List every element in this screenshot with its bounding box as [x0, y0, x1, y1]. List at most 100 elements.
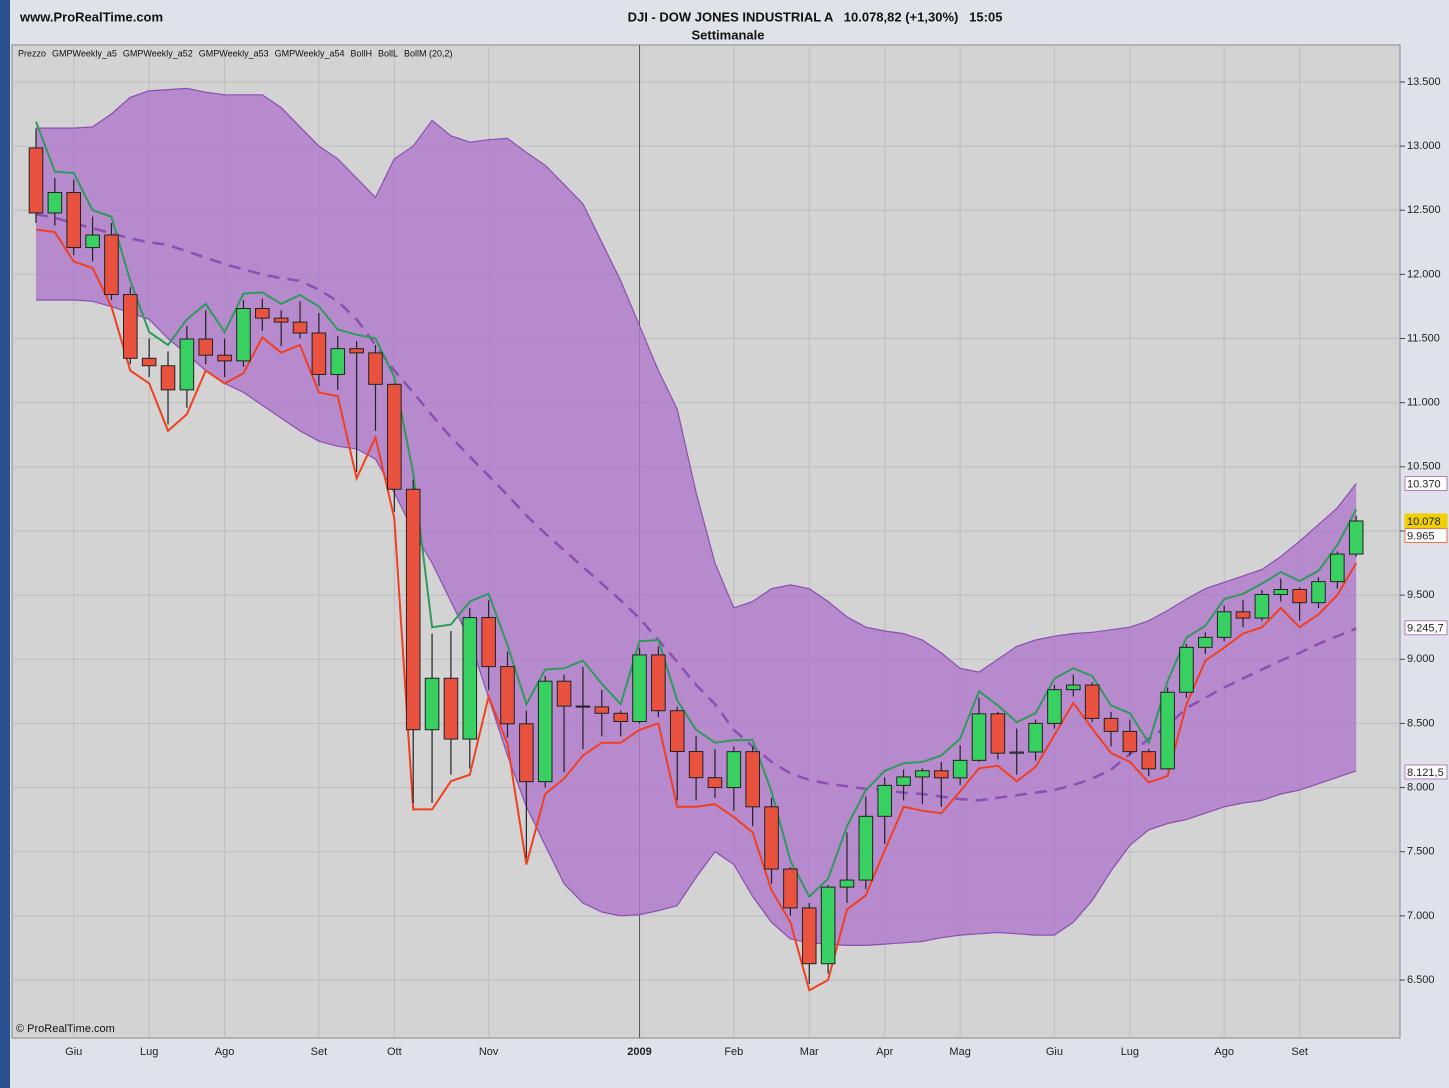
candle-body: [104, 234, 119, 296]
band-middle: [35, 212, 1357, 802]
y-tick-label: 8.000: [1407, 781, 1435, 793]
candle-body: [820, 886, 836, 965]
candle-body: [47, 192, 63, 214]
candle-body: [801, 907, 817, 965]
price-tag-label: 8.121,5: [1407, 767, 1444, 779]
price-tag-label: 9.965: [1407, 530, 1435, 542]
x-tick-label: 2009: [627, 1046, 651, 1058]
x-tick-label: Apr: [876, 1046, 893, 1058]
y-tick-label: 13.000: [1407, 140, 1441, 152]
x-tick-label: Set: [311, 1046, 328, 1058]
y-tick-label: 12.000: [1407, 268, 1441, 280]
price-tag: [1404, 527, 1448, 543]
candle-body: [707, 777, 723, 789]
legend-entry: GMPWeekly_a52: [123, 48, 193, 58]
candle-body: [1160, 691, 1175, 770]
price-tag-label: 10.370: [1407, 478, 1441, 490]
candle-body: [651, 654, 666, 712]
candle-body: [726, 751, 742, 789]
x-tick-label: Lug: [1121, 1046, 1139, 1058]
candle-body: [933, 770, 949, 779]
x-tick-label: Ott: [387, 1046, 402, 1058]
candle-body: [915, 770, 930, 778]
x-tick-label: Ago: [215, 1046, 235, 1058]
candle-body: [575, 705, 591, 708]
candle-body: [896, 776, 911, 786]
candle-body: [952, 759, 968, 779]
candle-body: [1066, 684, 1081, 691]
price-tag: [1404, 476, 1448, 492]
y-tick-label: 12.500: [1407, 204, 1441, 216]
x-tick-label: Mag: [949, 1046, 970, 1058]
x-tick-label: Set: [1291, 1046, 1308, 1058]
candle-body: [1103, 717, 1119, 732]
price-tag: [1404, 620, 1448, 636]
legend-entry: GMPWeekly_a5: [52, 48, 117, 58]
legend-entry: GMPWeekly_a53: [199, 48, 269, 58]
y-tick-label: 8.500: [1407, 717, 1435, 729]
y-tick-label: 13.500: [1407, 76, 1441, 88]
candle-body: [160, 365, 176, 391]
candle-body: [255, 308, 270, 319]
price-tag: [1404, 764, 1448, 780]
y-tick-label: 9.000: [1407, 653, 1435, 665]
candle-body: [387, 383, 402, 490]
candle-body: [1292, 588, 1307, 604]
candle-body: [330, 348, 346, 375]
x-tick-label: Feb: [724, 1046, 743, 1058]
y-tick-label: 9.500: [1407, 589, 1435, 601]
candle-body: [1122, 730, 1138, 753]
candle-body: [537, 680, 553, 783]
candle-body: [1348, 520, 1364, 555]
candle-body: [877, 784, 892, 817]
candle-body: [990, 713, 1006, 754]
candle-body: [217, 354, 232, 362]
candle-body: [1047, 689, 1062, 724]
candle-body: [1273, 588, 1289, 595]
candle-body: [66, 192, 82, 249]
x-tick-label: Mar: [800, 1046, 819, 1058]
candle-body: [594, 706, 610, 714]
legend-entry: BollL: [378, 48, 398, 58]
candle-body: [1254, 593, 1270, 619]
legend-entry: Prezzo: [18, 48, 46, 58]
band-lower: [36, 299, 1357, 946]
candle-body: [632, 654, 647, 722]
candle-body: [141, 357, 157, 367]
legend-entry: BollM (20,2): [404, 48, 453, 58]
candle-body: [839, 879, 855, 888]
candle-body: [1028, 722, 1043, 753]
candle-body: [443, 677, 459, 740]
candle-body: [481, 617, 496, 668]
candle-body: [783, 868, 798, 909]
y-tick-label: 6.500: [1407, 974, 1435, 986]
candle-body: [500, 666, 515, 725]
y-tick-label: 10.500: [1407, 461, 1441, 473]
chart-subtitle: Settimanale: [692, 27, 765, 42]
band-fill: [36, 88, 1357, 946]
candle-body: [311, 332, 327, 375]
candle-body: [368, 352, 383, 385]
candle-body: [971, 713, 987, 761]
candle-body: [745, 751, 760, 808]
price-tag-label: 10.078: [1407, 516, 1441, 528]
x-tick-label: Nov: [479, 1046, 499, 1058]
candle-body: [1179, 646, 1194, 693]
candle-body: [1330, 553, 1345, 583]
candle-body: [349, 348, 364, 354]
watermark: © ProRealTime.com: [16, 1023, 115, 1035]
candle-body: [424, 677, 440, 731]
candle-body: [669, 710, 685, 753]
candle-body: [123, 294, 138, 359]
y-tick-label: 7.000: [1407, 910, 1435, 922]
candle-body: [613, 712, 628, 722]
candle-body: [1235, 611, 1251, 619]
candle-body: [1141, 751, 1157, 770]
candle-body: [236, 308, 251, 362]
candle-body: [1198, 636, 1213, 648]
legend-entry: GMPWeekly_a54: [275, 48, 345, 58]
candle-body: [1084, 684, 1100, 719]
candle-body: [405, 488, 421, 731]
candle-body: [556, 680, 572, 707]
